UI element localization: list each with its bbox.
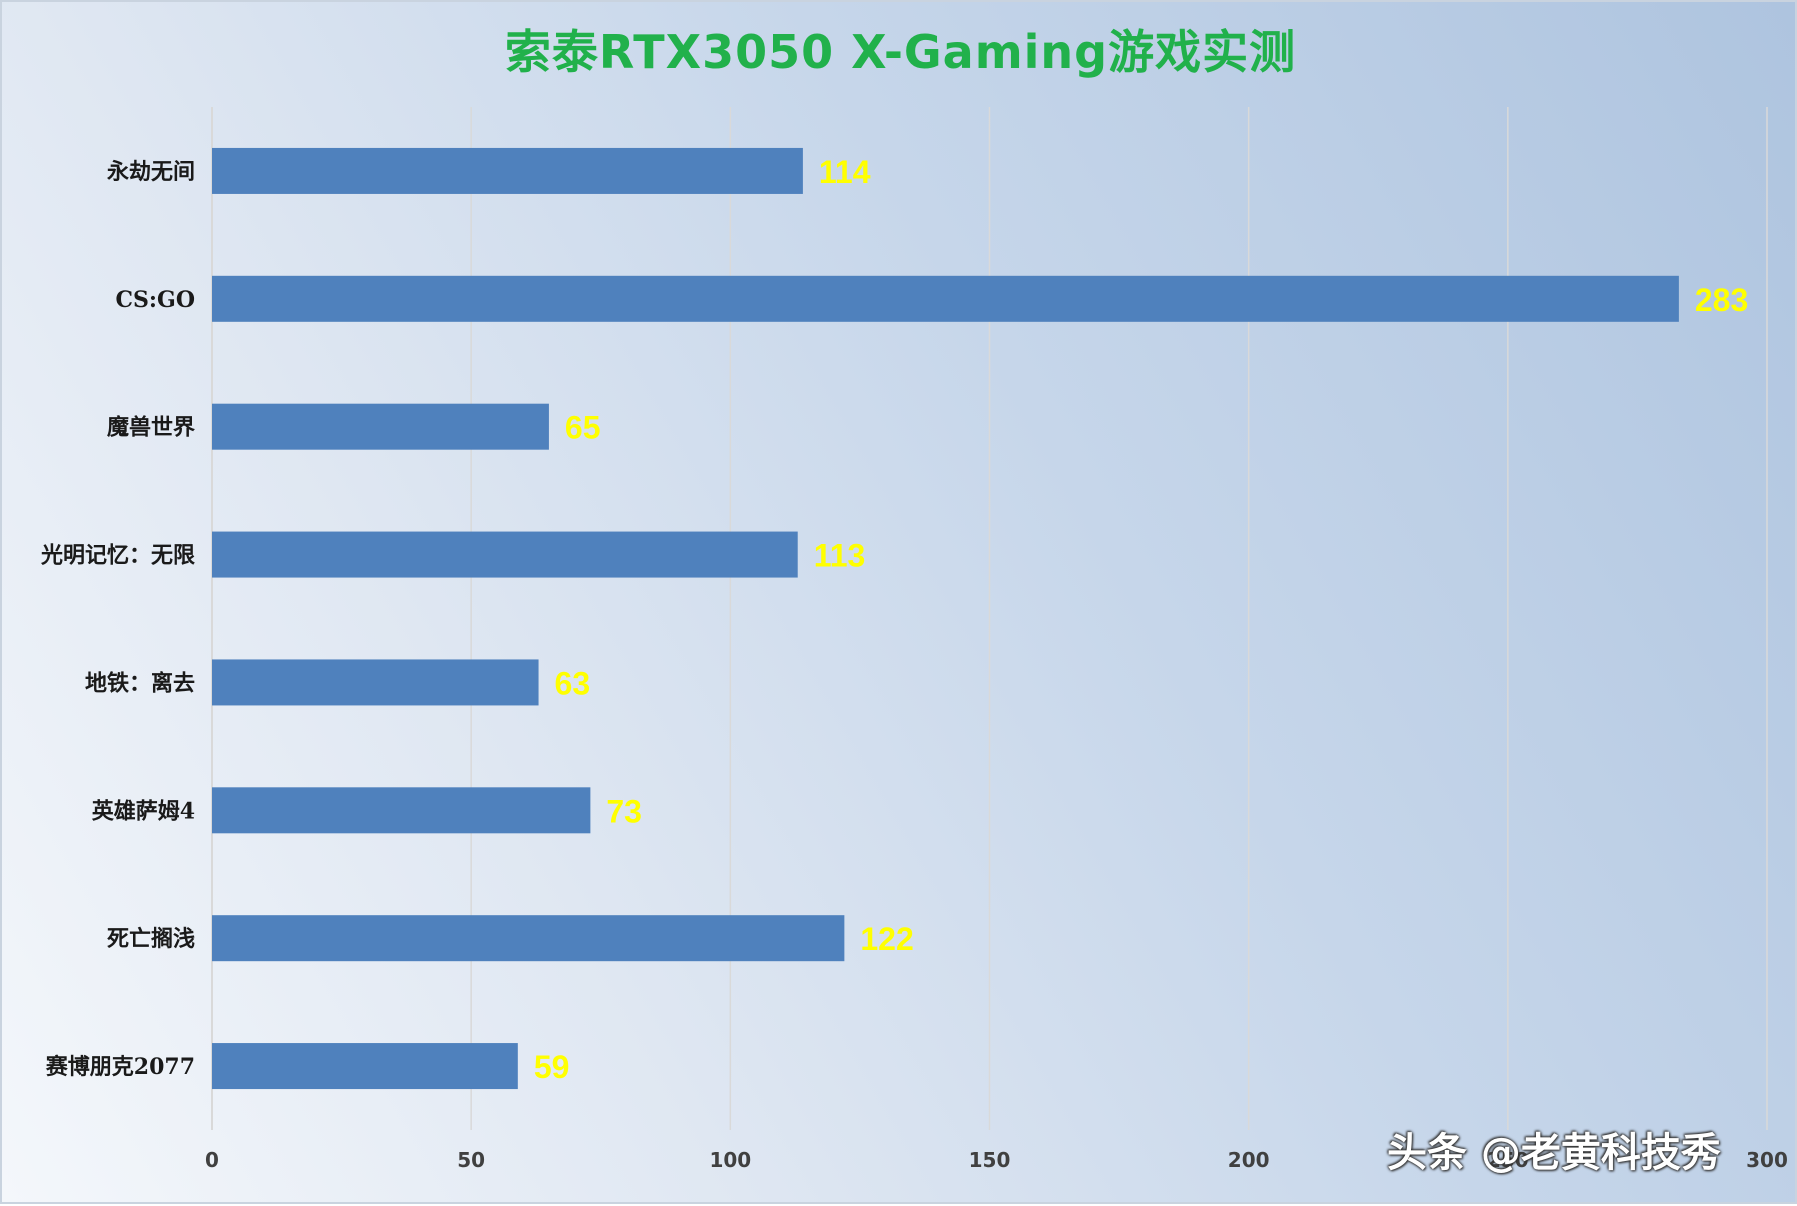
bar bbox=[212, 787, 591, 834]
watermark-text: 头条 @老黄科技秀 bbox=[1387, 1130, 1721, 1176]
category-label: 赛博朋克2077 bbox=[45, 1054, 195, 1080]
x-tick-label: 200 bbox=[1228, 1148, 1270, 1172]
chart-title: 索泰RTX3050 X-Gaming游戏实测 bbox=[504, 25, 1297, 79]
category-label: 魔兽世界 bbox=[107, 415, 195, 441]
data-label: 65 bbox=[565, 410, 601, 446]
category-label: 光明记忆：无限 bbox=[40, 543, 195, 569]
bar bbox=[212, 1043, 518, 1090]
x-tick-label: 300 bbox=[1746, 1148, 1788, 1172]
x-tick-label: 0 bbox=[205, 1148, 219, 1172]
data-label: 122 bbox=[860, 921, 913, 957]
bar bbox=[212, 275, 1679, 322]
x-tick-label: 250 bbox=[1487, 1148, 1529, 1172]
bar bbox=[212, 147, 803, 194]
data-label: 114 bbox=[819, 154, 871, 190]
bar bbox=[212, 915, 845, 962]
x-tick-label: 100 bbox=[709, 1148, 751, 1172]
data-label: 63 bbox=[555, 665, 591, 701]
bar bbox=[212, 659, 539, 706]
category-label: 英雄萨姆4 bbox=[92, 798, 195, 824]
category-label: 死亡搁浅 bbox=[107, 926, 195, 952]
x-tick-label: 150 bbox=[969, 1148, 1011, 1172]
data-label: 283 bbox=[1695, 282, 1748, 318]
category-label: 永劫无间 bbox=[107, 159, 195, 185]
category-label: 地铁：离去 bbox=[85, 670, 195, 696]
x-tick-label: 50 bbox=[457, 1148, 485, 1172]
data-label: 73 bbox=[606, 793, 642, 829]
bar bbox=[212, 403, 549, 450]
bar bbox=[212, 531, 798, 578]
data-label: 59 bbox=[534, 1049, 570, 1085]
data-label: 113 bbox=[814, 538, 866, 574]
category-label: CS:GO bbox=[116, 287, 195, 313]
